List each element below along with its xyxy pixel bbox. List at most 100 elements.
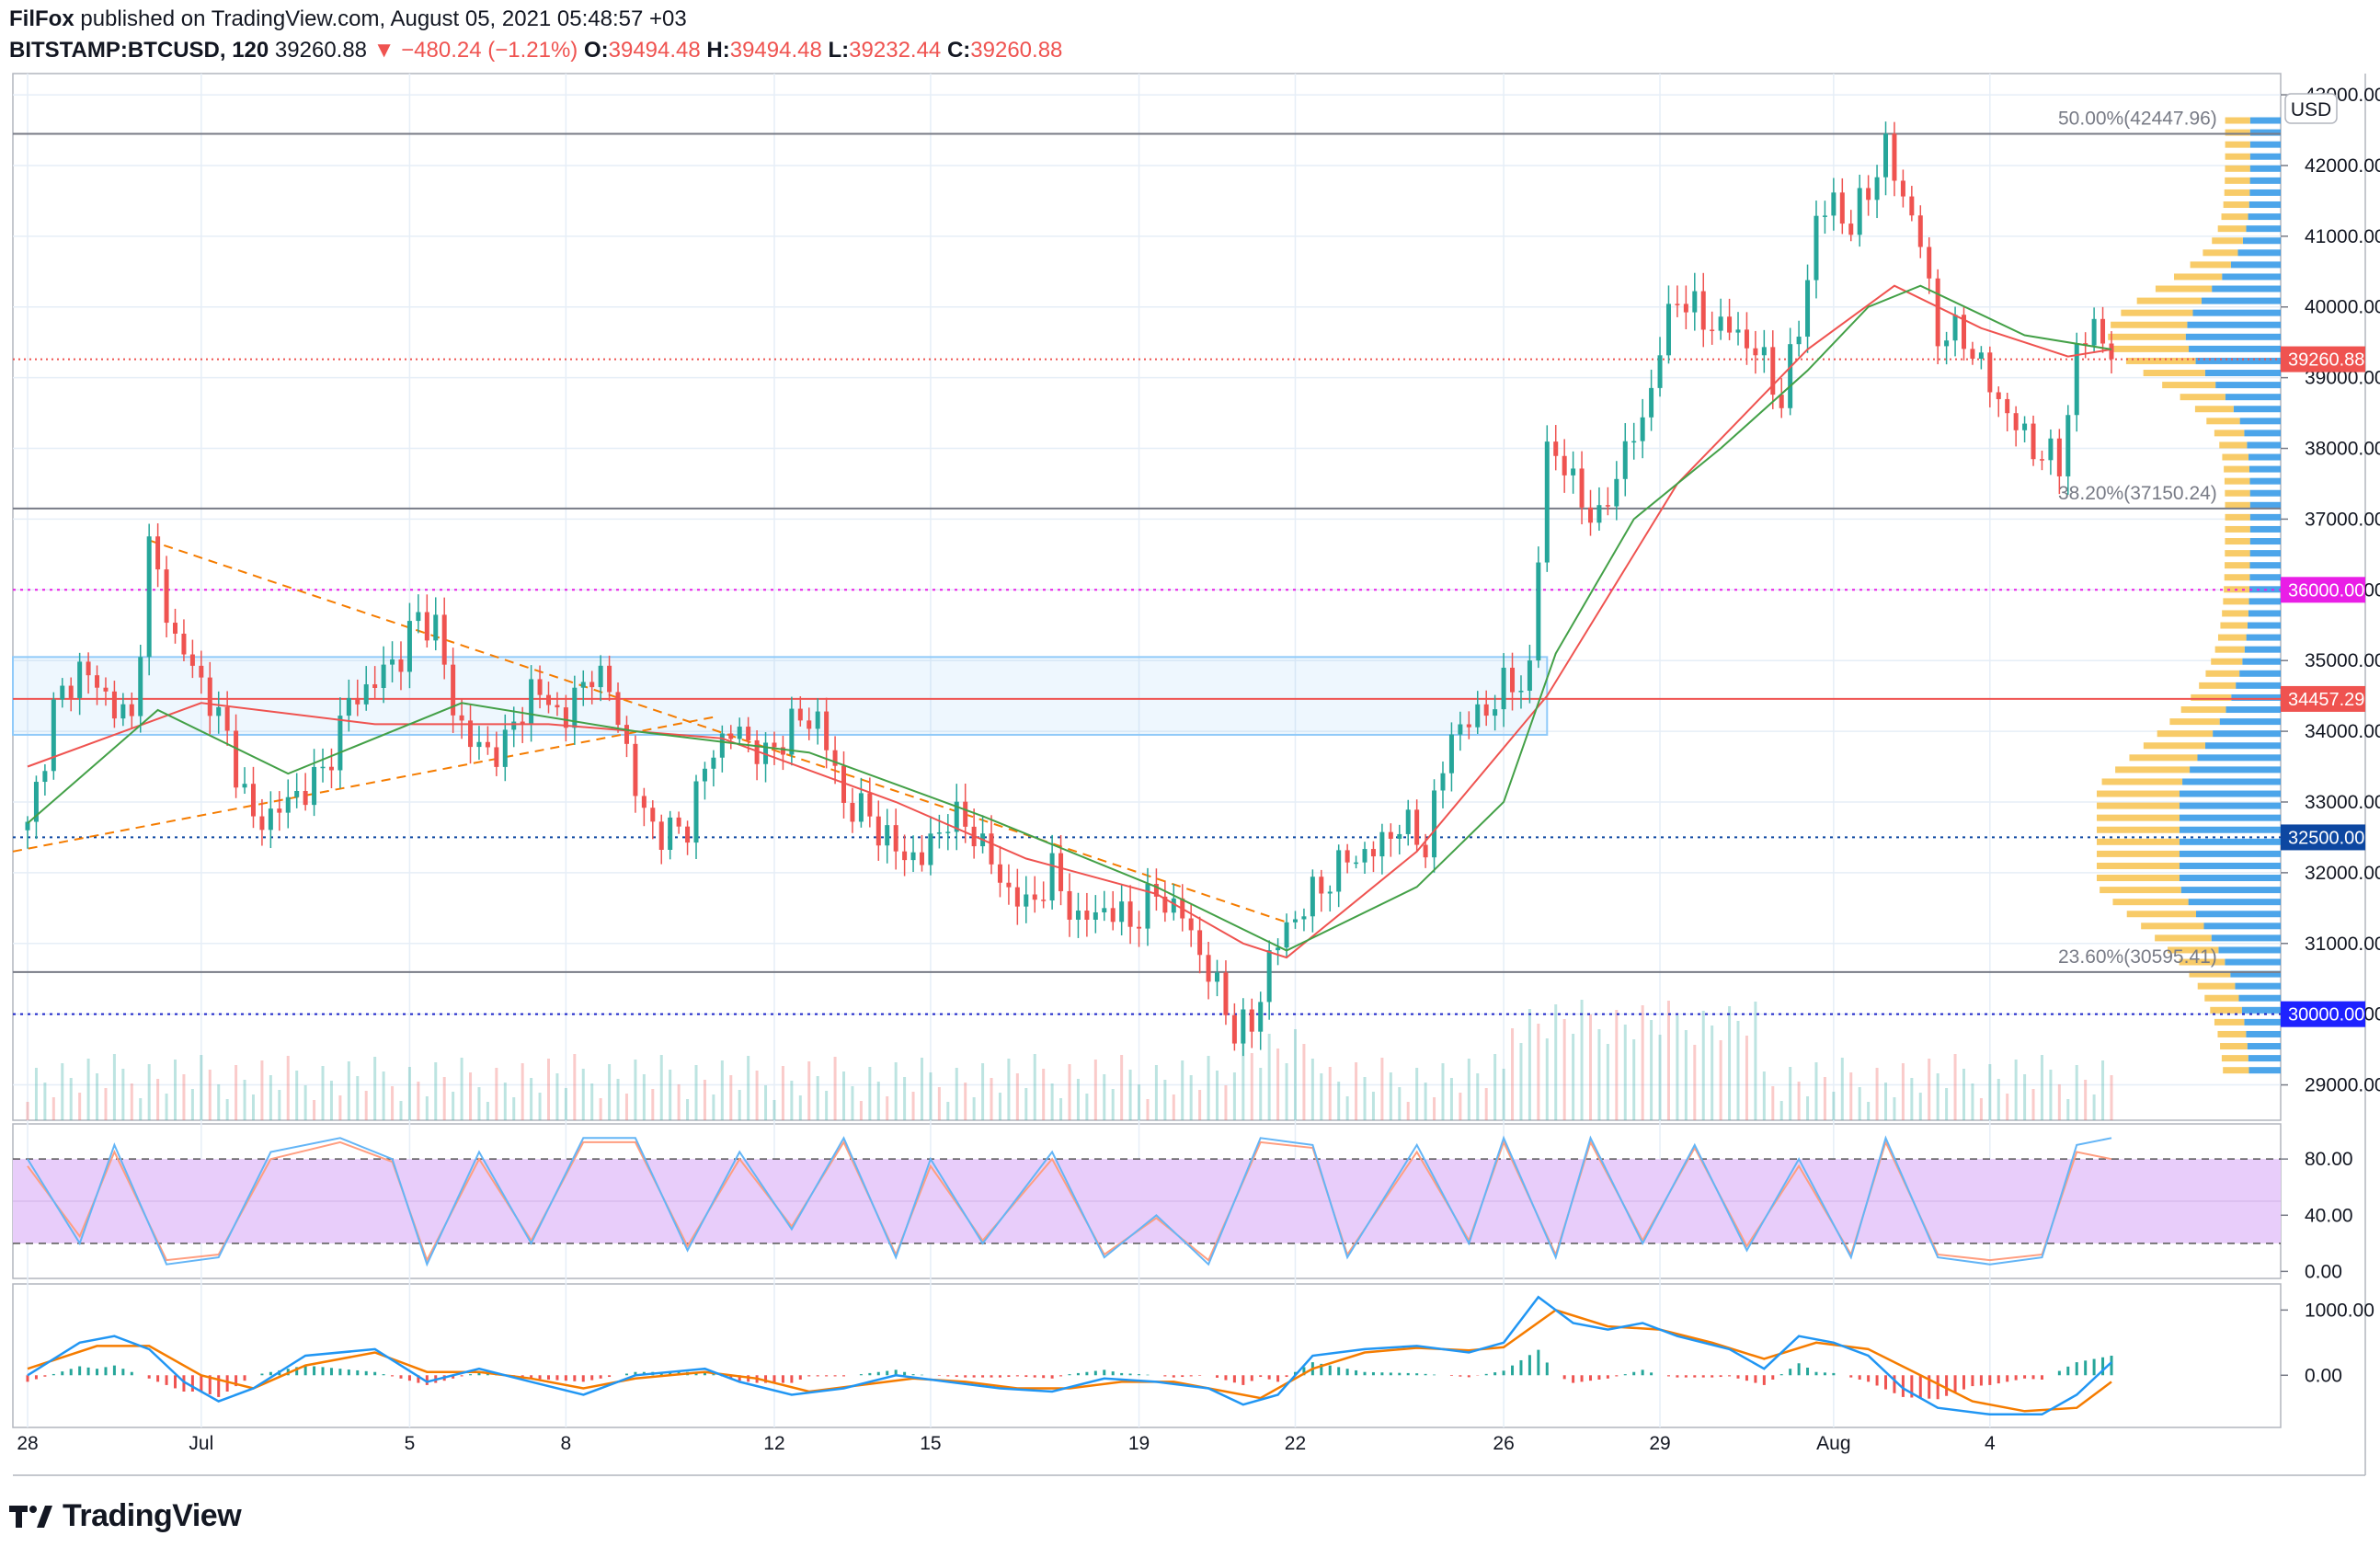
candle-body[interactable] bbox=[685, 826, 691, 843]
price-tag[interactable] bbox=[2281, 1001, 2365, 1027]
candle-body[interactable] bbox=[406, 621, 412, 672]
price-tag[interactable] bbox=[2281, 824, 2365, 851]
candle-body[interactable] bbox=[51, 699, 56, 772]
candle-body[interactable] bbox=[1292, 919, 1298, 922]
candle-body[interactable] bbox=[1197, 930, 1203, 956]
candle-body[interactable] bbox=[268, 808, 273, 831]
symbol-label[interactable]: BITSTAMP:BTCUSD, 120 bbox=[9, 38, 269, 63]
candle-body[interactable] bbox=[441, 614, 447, 665]
candle-body[interactable] bbox=[181, 633, 187, 655]
candle-body[interactable] bbox=[2022, 423, 2028, 430]
candle-body[interactable] bbox=[589, 682, 595, 688]
candle-body[interactable] bbox=[850, 802, 855, 822]
candle-body[interactable] bbox=[650, 808, 656, 822]
candle-body[interactable] bbox=[815, 711, 820, 729]
candle-body[interactable] bbox=[1171, 898, 1176, 913]
candle-body[interactable] bbox=[259, 816, 265, 831]
candle-body[interactable] bbox=[1710, 329, 1715, 331]
candle-body[interactable] bbox=[893, 825, 898, 852]
candle-body[interactable] bbox=[173, 623, 178, 634]
candle-body[interactable] bbox=[494, 747, 499, 767]
candle-body[interactable] bbox=[372, 684, 378, 688]
candle-body[interactable] bbox=[1631, 441, 1637, 443]
candle-body[interactable] bbox=[824, 711, 830, 751]
candle-body[interactable] bbox=[1327, 891, 1333, 894]
candle-body[interactable] bbox=[1805, 280, 1811, 338]
candle-body[interactable] bbox=[355, 697, 360, 705]
candle-body[interactable] bbox=[42, 771, 48, 783]
candle-body[interactable] bbox=[476, 741, 482, 748]
candle-body[interactable] bbox=[963, 801, 968, 827]
candle-body[interactable] bbox=[1822, 215, 1827, 217]
candle-body[interactable] bbox=[363, 684, 369, 705]
currency-badge[interactable] bbox=[2284, 93, 2338, 124]
candle-body[interactable] bbox=[858, 793, 864, 822]
candle-body[interactable] bbox=[338, 716, 343, 771]
candle-body[interactable] bbox=[1405, 809, 1411, 834]
candle-body[interactable] bbox=[1119, 901, 1125, 922]
candle-body[interactable] bbox=[728, 733, 734, 739]
candle-body[interactable] bbox=[2005, 398, 2010, 414]
candle-body[interactable] bbox=[1952, 315, 1958, 341]
candle-body[interactable] bbox=[1579, 468, 1585, 508]
candle-body[interactable] bbox=[1935, 278, 1940, 347]
candle-body[interactable] bbox=[1622, 441, 1628, 479]
candle-body[interactable] bbox=[1536, 562, 1541, 661]
candle-body[interactable] bbox=[693, 781, 699, 843]
price-tag[interactable] bbox=[2281, 346, 2365, 372]
tradingview-logo[interactable]: TradingView bbox=[9, 1495, 242, 1536]
candle-body[interactable] bbox=[1483, 704, 1489, 716]
candle-body[interactable] bbox=[95, 675, 100, 688]
candle-body[interactable] bbox=[615, 692, 621, 726]
candle-body[interactable] bbox=[1241, 1009, 1246, 1044]
candle-body[interactable] bbox=[224, 706, 230, 731]
candle-body[interactable] bbox=[954, 801, 959, 832]
candle-body[interactable] bbox=[1145, 884, 1150, 929]
candle-body[interactable] bbox=[1276, 947, 1281, 951]
candle-body[interactable] bbox=[563, 707, 568, 728]
candle-body[interactable] bbox=[1553, 441, 1559, 456]
candle-body[interactable] bbox=[1084, 911, 1090, 920]
candle-body[interactable] bbox=[997, 864, 1002, 883]
candle-body[interactable] bbox=[2031, 423, 2036, 460]
candle-body[interactable] bbox=[754, 739, 760, 764]
candle-body[interactable] bbox=[1718, 316, 1723, 331]
candle-body[interactable] bbox=[1544, 441, 1550, 563]
candle-body[interactable] bbox=[1788, 344, 1793, 408]
candle-body[interactable] bbox=[1657, 355, 1663, 388]
candle-body[interactable] bbox=[1614, 478, 1619, 507]
candle-body[interactable] bbox=[1067, 890, 1072, 920]
candle-body[interactable] bbox=[1753, 348, 1758, 356]
candle-body[interactable] bbox=[1831, 192, 1836, 216]
candle-body[interactable] bbox=[1475, 704, 1481, 728]
candle-body[interactable] bbox=[1640, 417, 1645, 441]
candle-body[interactable] bbox=[2109, 343, 2114, 360]
candle-body[interactable] bbox=[867, 793, 873, 817]
candle-body[interactable] bbox=[1588, 507, 1593, 523]
candle-body[interactable] bbox=[1206, 955, 1211, 982]
candle-body[interactable] bbox=[199, 665, 204, 678]
candle-body[interactable] bbox=[1744, 329, 1749, 349]
candle-body[interactable] bbox=[138, 657, 143, 716]
candle-body[interactable] bbox=[216, 706, 222, 716]
candle-body[interactable] bbox=[1102, 908, 1107, 912]
candle-body[interactable] bbox=[111, 691, 117, 719]
candle-body[interactable] bbox=[1006, 882, 1012, 888]
candle-body[interactable] bbox=[502, 729, 508, 767]
candle-body[interactable] bbox=[485, 741, 490, 748]
candle-body[interactable] bbox=[1162, 896, 1168, 913]
candle-body[interactable] bbox=[1510, 668, 1516, 693]
candle-body[interactable] bbox=[1249, 1009, 1254, 1032]
candle-body[interactable] bbox=[537, 679, 543, 695]
candle-body[interactable] bbox=[1110, 908, 1116, 922]
candle-body[interactable] bbox=[797, 708, 803, 721]
candle-body[interactable] bbox=[1909, 196, 1915, 216]
candle-body[interactable] bbox=[103, 687, 109, 692]
candle-body[interactable] bbox=[459, 715, 464, 721]
candle-body[interactable] bbox=[303, 791, 308, 806]
candle-body[interactable] bbox=[1423, 844, 1428, 858]
candle-body[interactable] bbox=[1683, 304, 1688, 313]
candle-body[interactable] bbox=[641, 796, 646, 808]
candle-body[interactable] bbox=[936, 832, 942, 834]
candle-body[interactable] bbox=[312, 766, 317, 806]
